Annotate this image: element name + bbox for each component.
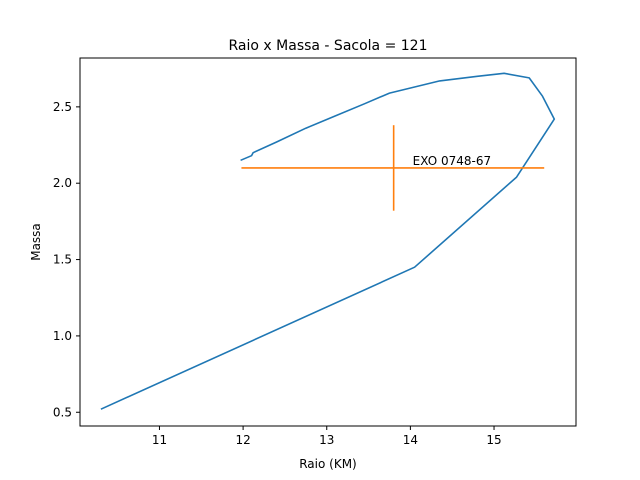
x-axis: 11 12 13 14 15 (152, 426, 502, 447)
x-tick-label: 14 (403, 433, 418, 447)
plot-frame (79, 57, 577, 427)
y-tick-label: 1.0 (53, 329, 72, 343)
x-axis-label: Raio (KM) (299, 457, 357, 471)
annotation-layer: EXO 0748-67 (241, 125, 545, 211)
series-layer (100, 72, 556, 410)
y-tick-label: 2.0 (53, 176, 72, 190)
y-axis-label: Massa (29, 223, 43, 261)
x-tick-label: 13 (319, 433, 334, 447)
x-tick-label: 15 (486, 433, 501, 447)
x-tick-label: 11 (152, 433, 167, 447)
y-tick-label: 1.5 (53, 253, 72, 267)
y-axis: 0.5 1.0 1.5 2.0 2.5 (53, 100, 80, 419)
x-tick-label: 12 (235, 433, 250, 447)
annotation-label: EXO 0748-67 (413, 154, 491, 168)
plot-area: EXO 0748-67 (79, 57, 577, 427)
chart-title: Raio x Massa - Sacola = 121 (229, 38, 428, 54)
y-tick-label: 2.5 (53, 100, 72, 114)
y-tick-label: 0.5 (53, 405, 72, 419)
mass-radius-curve (100, 72, 556, 410)
